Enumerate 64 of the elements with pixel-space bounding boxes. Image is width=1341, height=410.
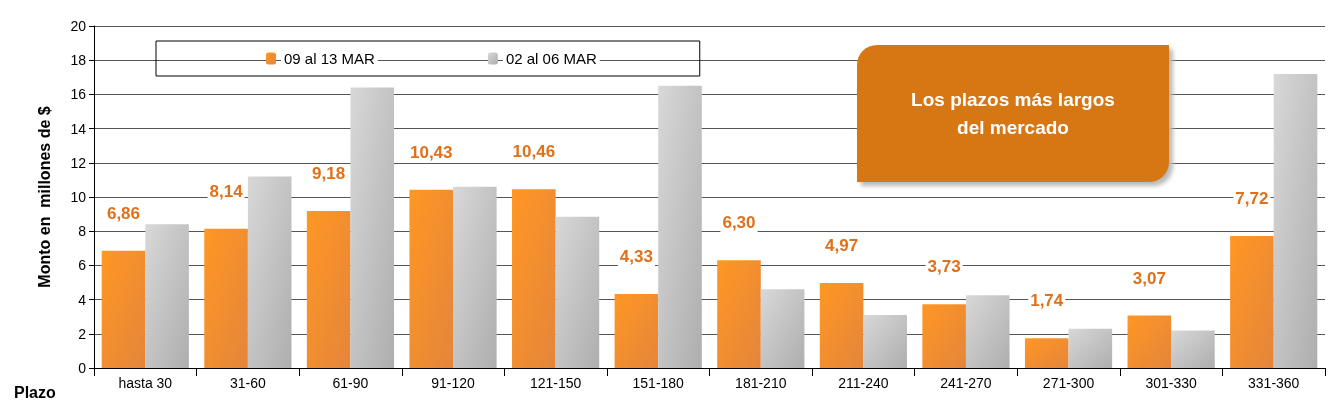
x-tick-label: 301-330	[1145, 375, 1198, 391]
x-tick-label: 91-120	[431, 375, 476, 391]
bar	[965, 295, 1010, 368]
y-axis-title: Monto en millones de $	[35, 106, 53, 288]
bar	[306, 211, 351, 368]
bar	[101, 250, 146, 368]
legend-label: 09 al 13 MAR	[284, 50, 376, 67]
data-label: 10,43	[409, 142, 453, 162]
bar	[1230, 235, 1274, 368]
x-tick-label: 31-60	[229, 375, 266, 391]
bar	[922, 304, 966, 368]
data-label: 9,18	[312, 164, 346, 184]
bar	[350, 87, 395, 368]
y-tick-label: 20	[70, 18, 87, 34]
bar	[1273, 73, 1318, 368]
x-tick-label: 181-210	[735, 375, 787, 391]
y-tick-label: 4	[78, 291, 87, 308]
y-tick-label: 10	[70, 189, 87, 205]
bar	[1171, 330, 1215, 368]
data-label: 7,72	[1235, 188, 1269, 208]
x-tick-label: 271-300	[1042, 375, 1095, 391]
bar	[204, 228, 248, 368]
data-label: 6,86	[106, 203, 141, 223]
data-label: 4,97	[825, 236, 859, 256]
data-label: 3,07	[1132, 268, 1166, 288]
bar	[409, 189, 454, 368]
x-tick-label: 211-240	[838, 375, 889, 391]
y-tick-label: 14	[70, 120, 87, 137]
bar	[1024, 338, 1069, 368]
bar	[1068, 328, 1113, 368]
data-label: 6,30	[722, 213, 756, 233]
y-tick-label: 0	[78, 360, 87, 376]
bar	[145, 224, 189, 368]
bar	[555, 216, 600, 368]
y-tick-label: 6	[78, 257, 87, 274]
y-tick-label: 16	[70, 86, 87, 103]
y-tick-label: 8	[78, 223, 87, 240]
legend-label: 02 al 06 MAR	[505, 50, 597, 67]
data-label: 10,46	[512, 142, 556, 162]
data-label: 4,33	[619, 246, 653, 266]
bar	[819, 283, 864, 368]
bar	[512, 189, 556, 368]
bar	[1127, 315, 1172, 368]
bar	[453, 186, 497, 368]
x-tick-label: hasta 30	[118, 375, 173, 391]
bar	[717, 260, 761, 368]
data-label: 3,73	[927, 257, 961, 277]
y-tick-label: 12	[70, 154, 87, 171]
bar	[863, 314, 907, 368]
data-label: 1,74	[1030, 291, 1064, 311]
x-tick-label: 331-360	[1248, 375, 1300, 391]
x-tick-label: 241-270	[940, 375, 992, 391]
y-tick-label: 18	[70, 52, 87, 69]
bar	[247, 176, 292, 368]
bar	[760, 289, 805, 368]
x-tick-label: 121-150	[529, 375, 582, 391]
bar	[658, 85, 702, 368]
bar	[614, 293, 659, 368]
x-axis-title: Plazo	[14, 383, 57, 401]
y-tick-label: 2	[78, 325, 87, 342]
x-tick-label: 151-180	[632, 375, 685, 391]
x-tick-label: 61-90	[332, 375, 369, 391]
data-label: 8,14	[209, 181, 244, 201]
callout-box: Los plazos más largos del mercado	[857, 45, 1169, 182]
